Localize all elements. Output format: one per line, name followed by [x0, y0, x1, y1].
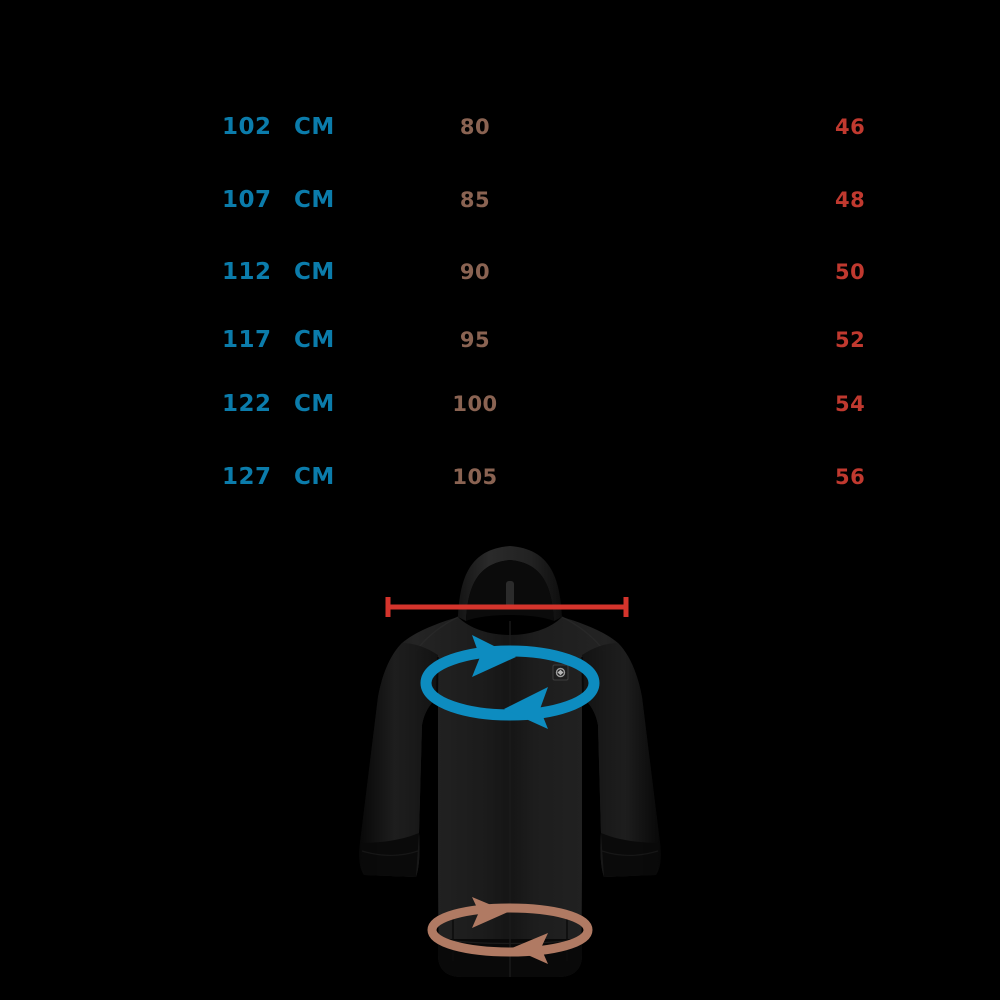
table-row: 117 CM 95 52 [0, 322, 1000, 358]
table-row: 122 CM 100 54 [0, 386, 1000, 422]
waist-value: 105 [452, 465, 498, 489]
chest-value: 117 [222, 327, 272, 353]
chest-value: 127 [222, 464, 272, 490]
chest-value: 112 [222, 259, 272, 285]
table-row: 102 CM 80 46 [0, 109, 1000, 145]
shoulder-width-indicator [385, 597, 629, 617]
table-row: 112 CM 90 50 [0, 254, 1000, 290]
waist-value: 90 [459, 260, 491, 284]
zipper-pull-icon [506, 581, 514, 607]
table-row: 127 CM 105 56 [0, 459, 1000, 495]
jacket-body [359, 581, 661, 977]
size-value: 48 [835, 188, 866, 212]
unit-label: CM [294, 259, 335, 285]
size-value: 50 [835, 260, 866, 284]
unit-label: CM [294, 464, 335, 490]
unit-label: CM [294, 391, 335, 417]
table-row: 107 CM 85 48 [0, 182, 1000, 218]
jacket-svg [359, 546, 661, 977]
size-chart-table: 102 CM 80 46 107 CM 85 48 112 CM 90 50 1… [0, 109, 1000, 495]
waist-value: 95 [459, 328, 491, 352]
unit-label: CM [294, 327, 335, 353]
size-value: 46 [835, 115, 866, 139]
chest-value: 102 [222, 114, 272, 140]
size-value: 52 [835, 328, 866, 352]
jacket-illustration [320, 525, 700, 995]
brand-badge-icon [552, 664, 569, 681]
unit-label: CM [294, 187, 335, 213]
chest-measure-loop-icon [420, 635, 600, 729]
chest-value: 122 [222, 391, 272, 417]
size-value: 56 [835, 465, 866, 489]
unit-label: CM [294, 114, 335, 140]
waist-value: 80 [459, 115, 491, 139]
waist-measure-loop-icon [427, 897, 593, 964]
waist-value: 85 [459, 188, 491, 212]
waist-value: 100 [452, 392, 498, 416]
size-value: 54 [835, 392, 866, 416]
chest-value: 107 [222, 187, 272, 213]
